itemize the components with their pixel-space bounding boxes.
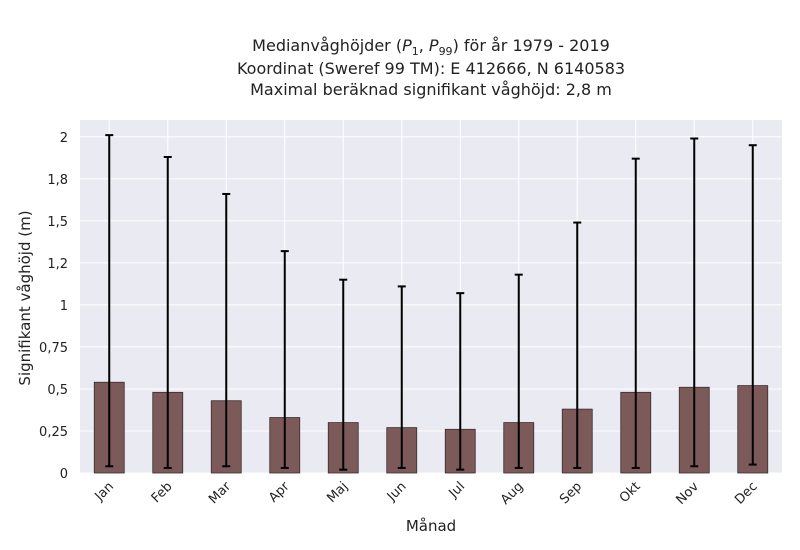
x-tick-label: Okt [617,479,644,506]
y-tick-label: 0,75 [39,341,68,356]
x-tick-label: Apr [266,479,293,506]
y-axis-label: Signifikant våghöjd (m) [16,210,34,385]
y-tick-label: 1,2 [47,257,68,272]
x-tick-label: Jul [446,479,468,501]
x-tick-label: Jan [92,479,117,504]
y-tick-label: 0 [60,467,68,482]
y-tick-label: 0,25 [39,425,68,440]
y-tick-label: 1 [60,299,68,314]
x-axis-label: Månad [406,517,456,535]
x-tick-label: Aug [498,479,527,508]
chart-title-line-2: Koordinat (Sweref 99 TM): E 412666, N 61… [236,59,626,78]
plot-area [80,120,782,473]
y-tick-label: 1,8 [47,173,68,188]
x-tick-label: Jun [384,479,410,505]
chart-title-line-3: Maximal beräknad signifikant våghöjd: 2,… [250,80,612,99]
chart-title-line-1: Medianvåghöjder (P1, P99) för år 1979 - … [252,36,610,59]
x-tick-label: Feb [149,479,176,506]
y-tick-label: 1,5 [47,215,68,230]
y-tick-label: 0,5 [47,383,68,398]
y-tick-label: 2 [60,131,68,146]
x-tick-label: Maj [324,479,351,506]
x-tick-label: Nov [674,479,703,508]
x-tick-label: Sep [557,479,585,507]
x-tick-label: Mar [206,479,234,507]
x-tick-label: Dec [732,479,760,507]
